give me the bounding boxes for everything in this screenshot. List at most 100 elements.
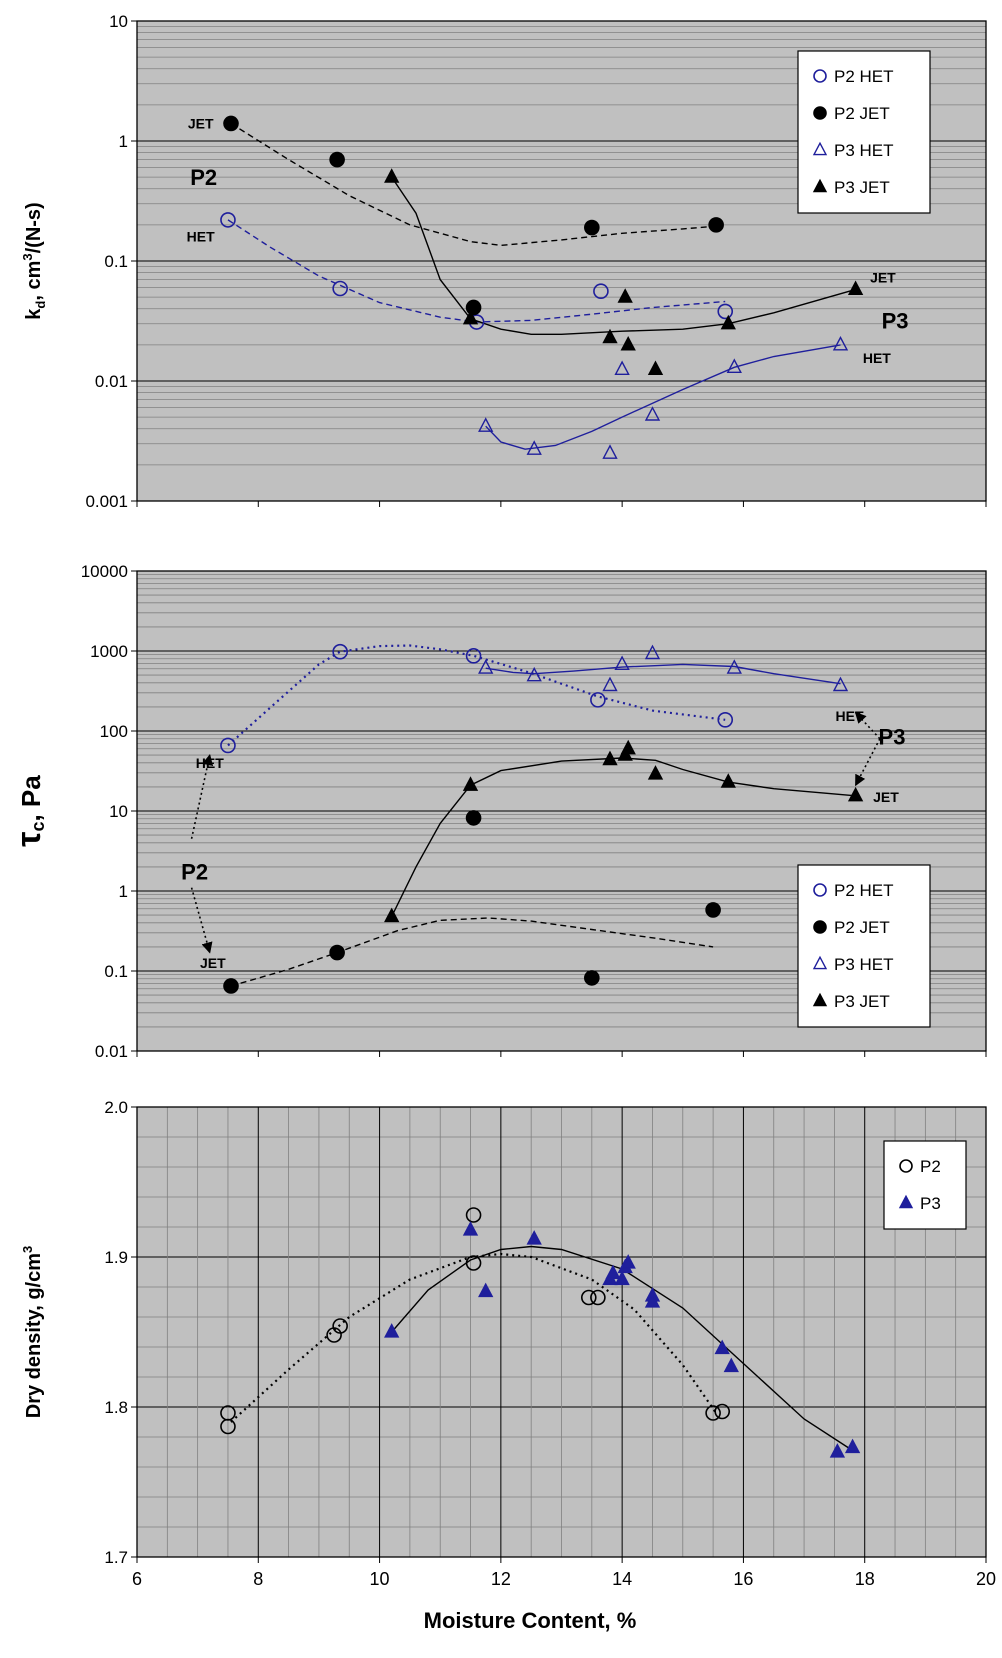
point-p3-het (526, 666, 542, 682)
legend-marker-p2-jet (813, 920, 827, 934)
point-p2-jet (584, 219, 600, 236)
trend-lines (230, 1245, 853, 1452)
point-p3-het (614, 360, 630, 375)
legend-marker-p2-het (813, 883, 827, 897)
point-p2-het (465, 648, 482, 664)
point-p3-jet (720, 314, 736, 330)
point-p2-jet (708, 217, 724, 233)
trend-lines (227, 122, 856, 450)
point-p2-het (220, 737, 236, 754)
point-p3-het (478, 417, 494, 432)
data-points (220, 643, 864, 994)
point-p3-het (644, 406, 661, 421)
point-p2-het (332, 643, 348, 660)
x-tick-label: 10 (370, 1569, 390, 1589)
legend-label: P3 HET (834, 955, 894, 974)
trend-line-p3 (391, 1245, 853, 1452)
annotation-label: JET (873, 789, 899, 805)
y-tick-label: 1 (119, 882, 128, 901)
point-p3-jet (720, 773, 736, 788)
trend-line-p3-jet (391, 757, 856, 917)
annotation-label: HET (863, 350, 891, 366)
legend-label: P3 HET (834, 141, 894, 160)
trend-line-p2-het (227, 644, 726, 747)
legend-label: P2 HET (834, 67, 894, 86)
annotation-label: JET (870, 269, 896, 285)
point-p3 (644, 1293, 661, 1308)
annotation-label: P2 (181, 860, 208, 885)
legend-label: P3 (920, 1194, 941, 1213)
point-p3-jet (620, 739, 636, 755)
point-p3 (829, 1443, 846, 1458)
y-tick-label: 1.7 (104, 1548, 128, 1567)
trend-line-p3-jet (391, 176, 856, 335)
annotation-label: JET (188, 115, 214, 131)
trend-line-p2 (230, 1252, 718, 1423)
x-tick-label: 20 (976, 1569, 996, 1589)
plot-border (136, 1106, 987, 1558)
y-tick-label: 100 (100, 722, 128, 741)
legend-label: P2 JET (834, 918, 890, 937)
legend-marker-p3-het (812, 141, 828, 156)
point-p2 (705, 1405, 721, 1421)
point-p3 (478, 1282, 494, 1298)
point-p3-jet (617, 288, 633, 303)
annotation-arrow (190, 753, 214, 839)
point-p2-jet (329, 151, 345, 168)
point-p3-het (832, 676, 849, 692)
point-p3-het (832, 336, 849, 351)
x-tick-label: 12 (491, 1569, 511, 1589)
legend-marker-p2-het (813, 69, 827, 83)
trend-lines (227, 644, 856, 987)
point-p2-jet (465, 299, 482, 316)
point-p3 (605, 1264, 621, 1280)
point-p2-jet (223, 115, 239, 132)
x-tick-label: 16 (733, 1569, 753, 1589)
x-tick-label: 8 (253, 1569, 263, 1589)
legend: P2 P3 (883, 1140, 967, 1230)
legend-marker-p2-jet (813, 106, 827, 120)
kd-chart: 10 1 0.1 0.01 0.001 kd, cm3/(N-s) JET P2 HET JET P… (20, 12, 987, 511)
point-p3-het (726, 358, 742, 373)
legend-marker-p3-het (812, 955, 828, 970)
point-p2 (580, 1289, 597, 1306)
legend-marker-p3-jet (812, 992, 828, 1007)
x-tick-label: 6 (132, 1569, 142, 1589)
annotation-label: P2 (190, 165, 217, 190)
y-tick-label: 0.01 (95, 372, 128, 391)
point-p3-jet (620, 336, 636, 351)
point-p2 (465, 1255, 482, 1271)
y-tick-label: 10 (109, 12, 128, 31)
point-p3 (462, 1221, 479, 1236)
y-tick-label: 0.001 (85, 492, 128, 511)
y-axis-label: τc, Pa (10, 775, 48, 847)
trend-line-p2-het (227, 219, 726, 323)
legend-label: P2 JET (834, 104, 890, 123)
point-p3-jet (847, 280, 864, 295)
point-p2-het (590, 692, 606, 708)
point-p3-jet (647, 360, 664, 375)
y-tick-label: 2.0 (104, 1098, 128, 1117)
point-p2 (465, 1207, 482, 1223)
y-tick-label: 0.1 (104, 252, 128, 271)
y-axis-label: kd, cm3/(N-s) (20, 202, 48, 319)
legend-box (883, 1140, 967, 1230)
annotation-arrow (854, 711, 881, 740)
point-p3-jet (647, 765, 664, 780)
legend-label: P2 (920, 1157, 941, 1176)
legend-label: P3 JET (834, 178, 890, 197)
point-p2-het (332, 280, 348, 297)
point-p3-jet (462, 309, 479, 325)
annotation-label: HET (836, 708, 864, 724)
point-p3-jet (602, 328, 618, 344)
point-p2 (590, 1289, 606, 1306)
gridlines (137, 1107, 986, 1557)
point-p3 (614, 1270, 630, 1286)
point-p2-jet (465, 810, 482, 826)
tau-chart: 10000 1000 100 10 1 0.1 0.01 τc, Pa HET P3 JET HET P… (10, 562, 987, 1061)
annotation-label: HET (196, 755, 224, 771)
legend: P2 HET P2 JET P3 HET P3 JET (797, 50, 931, 214)
data-points (220, 115, 864, 459)
